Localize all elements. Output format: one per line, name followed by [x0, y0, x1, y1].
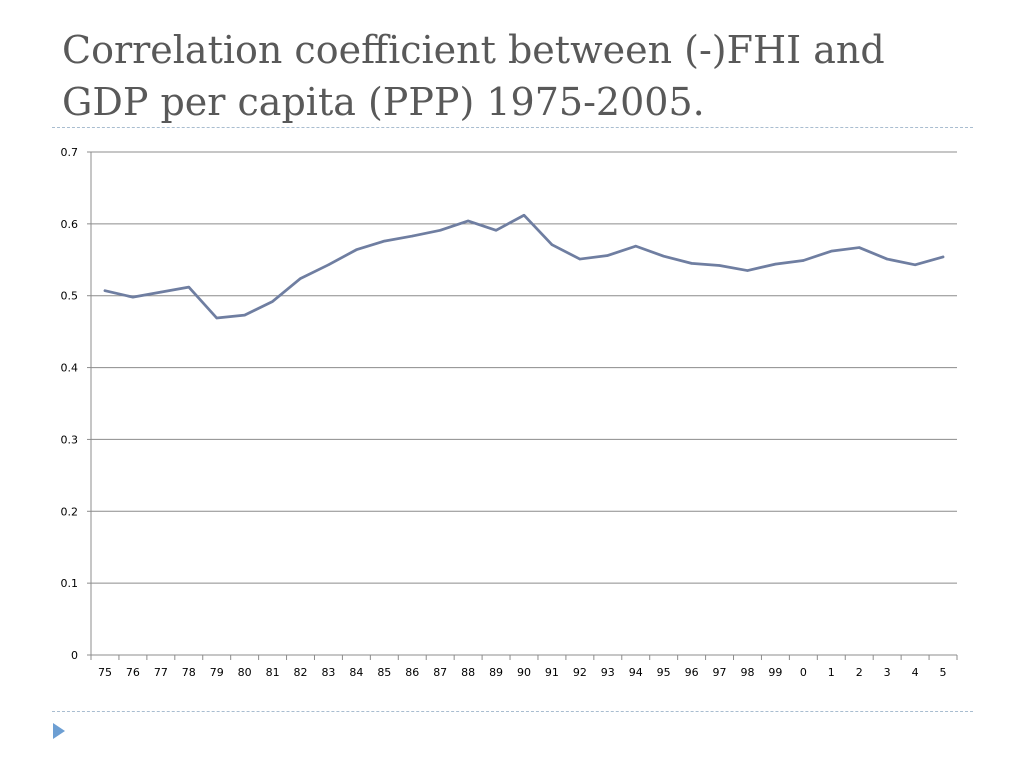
title-divider — [52, 127, 973, 128]
x-tick-label: 80 — [238, 666, 252, 679]
x-tick-label: 92 — [573, 666, 587, 679]
data-point — [774, 262, 777, 266]
gridlines — [91, 151, 957, 584]
data-point — [494, 229, 498, 232]
x-tick-label: 3 — [884, 666, 891, 679]
x-tick-label: 0 — [800, 666, 807, 679]
y-tick-label: 0.1 — [61, 577, 79, 590]
data-point — [550, 243, 554, 246]
x-tick-label: 93 — [601, 666, 615, 679]
data-point — [746, 269, 749, 272]
data-point — [355, 248, 358, 251]
x-tick-label: 77 — [154, 666, 168, 679]
x-tick-label: 89 — [489, 666, 503, 679]
x-tick-label: 84 — [349, 666, 363, 679]
data-point — [327, 263, 330, 267]
footer-divider — [52, 711, 973, 712]
data-point — [187, 285, 190, 289]
data-point — [103, 289, 107, 292]
data-point — [299, 277, 302, 280]
x-tick-label: 78 — [182, 666, 196, 679]
y-tick-label: 0.6 — [61, 218, 79, 231]
x-tick-label: 76 — [126, 666, 140, 679]
data-point — [885, 257, 889, 261]
x-tick-label: 96 — [685, 666, 699, 679]
data-point — [718, 264, 721, 267]
x-tick-label: 88 — [461, 666, 475, 679]
x-tick-label: 98 — [740, 666, 754, 679]
x-tick-label: 90 — [517, 666, 531, 679]
x-tick-label: 82 — [294, 666, 308, 679]
x-tick-label: 5 — [940, 666, 947, 679]
x-tick-label: 99 — [768, 666, 782, 679]
data-point — [271, 300, 274, 303]
data-point — [466, 219, 470, 223]
data-point — [941, 255, 945, 259]
y-tick-label: 0.4 — [61, 362, 79, 375]
y-tick-label: 0 — [71, 649, 78, 662]
plot-area — [103, 213, 945, 320]
x-tick-label: 79 — [210, 666, 224, 679]
x-tick-label: 86 — [405, 666, 419, 679]
data-point — [243, 313, 246, 317]
y-axis: 0 0.1 0.2 0.3 0.4 0.5 0.6 0.7 — [61, 146, 92, 662]
data-point — [131, 295, 135, 299]
x-tick-label: 95 — [657, 666, 671, 679]
y-tick-label: 0.5 — [61, 290, 79, 303]
slide-title: Correlation coefficient between (-)FHI a… — [62, 28, 885, 124]
x-tick-label: 1 — [828, 666, 835, 679]
x-tick-label: 91 — [545, 666, 559, 679]
data-point — [690, 262, 693, 265]
data-point — [913, 263, 917, 267]
data-point — [522, 214, 526, 217]
data-point — [858, 246, 861, 249]
data-point — [802, 259, 805, 262]
x-tick-label: 85 — [377, 666, 391, 679]
triangle-bullet-icon — [53, 723, 65, 739]
x-tick-label: 75 — [98, 666, 112, 679]
y-tick-label: 0.7 — [61, 146, 79, 159]
data-point — [662, 254, 665, 258]
data-point — [438, 229, 442, 232]
x-tick-label: 81 — [266, 666, 280, 679]
x-tick-label: 97 — [713, 666, 727, 679]
data-point — [634, 244, 637, 248]
data-point — [830, 249, 833, 253]
data-point — [606, 254, 610, 257]
series-line — [103, 213, 945, 320]
x-tick-label: 87 — [433, 666, 447, 679]
x-tick-label: 2 — [856, 666, 863, 679]
y-tick-label: 0.3 — [61, 433, 79, 446]
y-tick-label: 0.2 — [61, 505, 79, 518]
x-axis: 75 76 77 78 79 80 81 82 83 84 85 86 87 88 89 90 91 92 93 94… — [90, 654, 958, 679]
x-tick-label: 94 — [629, 666, 643, 679]
x-tick-label: 83 — [321, 666, 335, 679]
data-point — [411, 234, 414, 238]
data-point — [383, 239, 386, 243]
x-tick-label: 4 — [912, 666, 919, 679]
data-point — [215, 316, 218, 320]
data-point — [578, 257, 582, 261]
data-point — [159, 290, 163, 294]
